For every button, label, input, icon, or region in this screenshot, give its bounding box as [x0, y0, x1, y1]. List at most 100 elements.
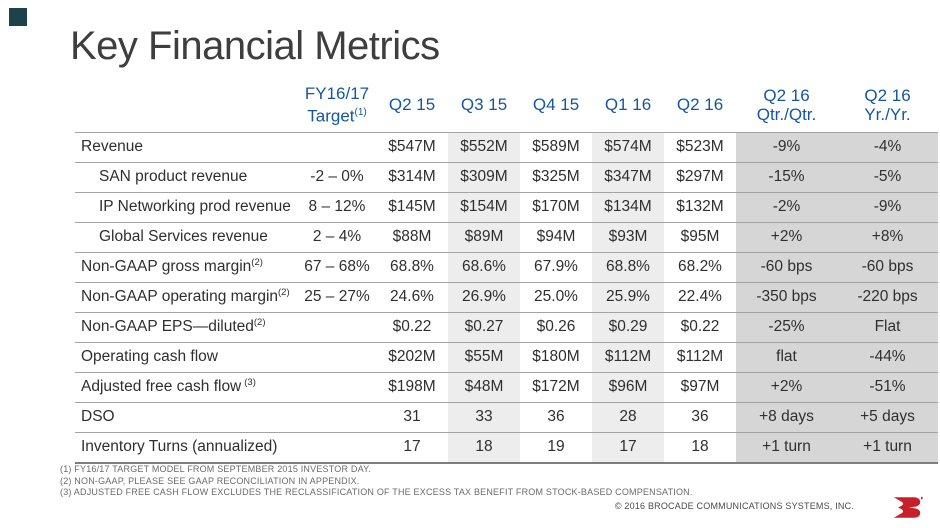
cell-q1-16: $93M [592, 221, 664, 253]
cell-q2-16: 68.2% [664, 251, 736, 283]
cell-q2-16: $0.22 [664, 311, 736, 343]
metric-label: SAN product revenue [75, 161, 298, 193]
cell-q2-15: 31 [376, 401, 448, 433]
cell-q2-15: $314M [376, 161, 448, 193]
cell-qoq: flat [736, 341, 837, 373]
header-q2-16: Q2 16 [676, 95, 724, 115]
cell-yoy: -44% [837, 341, 938, 373]
header-q1-16: Q1 16 [604, 95, 652, 115]
table-row-ip-networking-revenue: IP Networking prod revenue 8 – 12% $145M… [75, 191, 938, 223]
accent-square [9, 8, 27, 26]
cell-q3-15: 26.9% [448, 281, 520, 313]
header-metric [75, 84, 298, 132]
metric-label: Adjusted free cash flow (3) [75, 371, 298, 403]
cell-qoq: -15% [736, 161, 837, 193]
cell-q2-15: $88M [376, 221, 448, 253]
cell-q2-15: 17 [376, 431, 448, 464]
metric-label: Non-GAAP operating margin(2) [75, 281, 298, 313]
cell-yoy: -51% [837, 371, 938, 403]
cell-q1-16: 25.9% [592, 281, 664, 313]
metric-label: Inventory Turns (annualized) [75, 431, 298, 464]
cell-q4-15: 25.0% [520, 281, 592, 313]
cell-q2-16: $297M [664, 161, 736, 193]
cell-yoy: +1 turn [837, 431, 938, 464]
cell-target: 67 – 68% [298, 251, 376, 283]
cell-q3-15: 33 [448, 401, 520, 433]
metric-label: Non-GAAP EPS—diluted(2) [75, 311, 298, 343]
header-qoq: Q2 16 Qtr./Qtr. [756, 85, 817, 124]
copyright-text: © 2016 BROCADE COMMUNICATIONS SYSTEMS, I… [614, 501, 854, 511]
cell-q3-15: $89M [448, 221, 520, 253]
cell-q1-16: 68.8% [592, 251, 664, 283]
header-target: FY16/17 Target(1) [304, 84, 370, 126]
cell-q4-15: $325M [520, 161, 592, 193]
cell-q4-15: $94M [520, 221, 592, 253]
metric-label: DSO [75, 401, 298, 433]
cell-q1-16: $112M [592, 341, 664, 373]
cell-yoy: +5 days [837, 401, 938, 433]
cell-yoy: -4% [837, 131, 938, 163]
header-yoy: Q2 16 Yr./Yr. [864, 85, 911, 124]
cell-target [298, 371, 376, 403]
cell-target [298, 431, 376, 464]
table-row-eps-diluted: Non-GAAP EPS—diluted(2) $0.22 $0.27 $0.2… [75, 311, 938, 343]
cell-target [298, 311, 376, 343]
table-row-adjusted-free-cash-flow: Adjusted free cash flow (3) $198M $48M $1… [75, 371, 938, 403]
cell-yoy: +8% [837, 221, 938, 253]
cell-q3-15: $309M [448, 161, 520, 193]
cell-q2-15: $547M [376, 131, 448, 163]
cell-q1-16: $574M [592, 131, 664, 163]
cell-q2-16: $523M [664, 131, 736, 163]
cell-q3-15: 68.6% [448, 251, 520, 283]
table-row-operating-cash-flow: Operating cash flow $202M $55M $180M $11… [75, 341, 938, 373]
cell-qoq: -2% [736, 191, 837, 223]
header-row: FY16/17 Target(1) Q2 15 Q3 15 Q4 15 Q1 16… [75, 84, 938, 132]
cell-q3-15: $0.27 [448, 311, 520, 343]
metric-label: Revenue [75, 131, 298, 163]
cell-q3-15: $154M [448, 191, 520, 223]
footnote-2: (2) NON-GAAP, PLEASE SEE GAAP RECONCILIA… [60, 475, 360, 486]
cell-target: 25 – 27% [298, 281, 376, 313]
cell-q2-16: 36 [664, 401, 736, 433]
cell-q3-15: $48M [448, 371, 520, 403]
cell-qoq: +2% [736, 371, 837, 403]
cell-yoy: -60 bps [837, 251, 938, 283]
cell-q1-16: 28 [592, 401, 664, 433]
cell-yoy: -220 bps [837, 281, 938, 313]
footnotes: (1) FY16/17 TARGET MODEL FROM SEPTEMBER … [60, 464, 693, 499]
table-row-inventory-turns: Inventory Turns (annualized) 17 18 19 17… [75, 431, 938, 464]
page-title: Key Financial Metrics [70, 24, 440, 68]
cell-q4-15: 67.9% [520, 251, 592, 283]
cell-q2-15: 24.6% [376, 281, 448, 313]
cell-qoq: -350 bps [736, 281, 837, 313]
cell-yoy: Flat [837, 311, 938, 343]
cell-q2-15: 68.8% [376, 251, 448, 283]
cell-q4-15: $180M [520, 341, 592, 373]
cell-q2-16: $97M [664, 371, 736, 403]
cell-q1-16: 17 [592, 431, 664, 464]
cell-qoq: -25% [736, 311, 837, 343]
cell-qoq: +8 days [736, 401, 837, 433]
table-row-revenue: Revenue $547M $552M $589M $574M $523M -9… [75, 131, 938, 163]
cell-q2-16: $132M [664, 191, 736, 223]
cell-target: 2 – 4% [298, 221, 376, 253]
table-row-dso: DSO 31 33 36 28 36 +8 days +5 days [75, 401, 938, 433]
cell-q3-15: 18 [448, 431, 520, 464]
header-q3-15: Q3 15 [460, 95, 508, 115]
footnote-3: (3) ADJUSTED FREE CASH FLOW EXCLUDES THE… [60, 487, 693, 497]
cell-target [298, 341, 376, 373]
cell-q2-16: $112M [664, 341, 736, 373]
metric-label: Non-GAAP gross margin(2) [75, 251, 298, 283]
cell-q4-15: $172M [520, 371, 592, 403]
cell-q3-15: $55M [448, 341, 520, 373]
table-row-global-services-revenue: Global Services revenue 2 – 4% $88M $89M… [75, 221, 938, 253]
table-row-operating-margin: Non-GAAP operating margin(2) 25 – 27% 24… [75, 281, 938, 313]
footnote-1: (1) FY16/17 TARGET MODEL FROM SEPTEMBER … [60, 464, 371, 474]
cell-q1-16: $0.29 [592, 311, 664, 343]
cell-q4-15: $589M [520, 131, 592, 163]
cell-q2-15: $145M [376, 191, 448, 223]
cell-q1-16: $134M [592, 191, 664, 223]
cell-q1-16: $96M [592, 371, 664, 403]
cell-q2-16: $95M [664, 221, 736, 253]
